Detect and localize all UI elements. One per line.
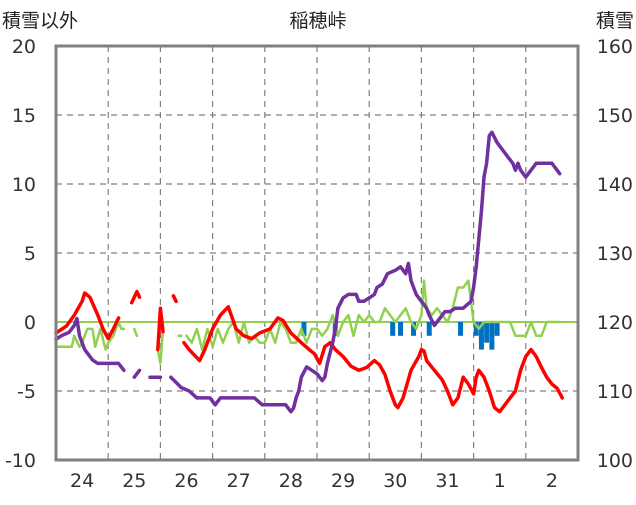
series-line: [54, 316, 126, 373]
series-line: [182, 305, 565, 414]
y-right-tick-label: 160: [597, 36, 633, 58]
series-line: [129, 289, 142, 305]
y-left-tick-label: 0: [24, 312, 36, 334]
y-axis-right-label: 積雪: [596, 10, 634, 32]
series-line: [156, 327, 165, 365]
plot-frame: [54, 44, 580, 462]
y-left-tick-label: 5: [24, 243, 36, 265]
bar: [411, 322, 417, 336]
bar: [426, 322, 432, 336]
series-layer: [54, 130, 565, 414]
text-layer: 稲穂峠 積雪以外 積雪 20151050-5-10160150140130120…: [2, 10, 634, 492]
y-right-tick-label: 100: [597, 450, 633, 472]
chart-title: 稲穂峠: [289, 10, 346, 32]
bar: [473, 322, 479, 336]
y-axis-left-label: 積雪以外: [2, 10, 78, 32]
x-tick-label: 2: [546, 470, 558, 492]
bar: [489, 322, 495, 350]
x-tick-label: 28: [279, 470, 303, 492]
y-right-tick-label: 140: [597, 174, 633, 196]
x-tick-label: 24: [70, 470, 94, 492]
x-tick-label: 31: [435, 470, 459, 492]
x-tick-label: 29: [331, 470, 355, 492]
bar: [390, 322, 396, 336]
y-left-tick-label: 10: [12, 174, 36, 196]
x-tick-label: 26: [174, 470, 198, 492]
y-left-tick-label: 20: [12, 36, 36, 58]
bar: [458, 322, 464, 336]
bar: [484, 322, 490, 343]
y-left-tick-label: -10: [5, 450, 36, 472]
y-right-tick-label: 130: [597, 243, 633, 265]
x-tick-label: 1: [494, 470, 506, 492]
series-line: [156, 306, 165, 352]
series-line: [54, 291, 121, 341]
grid-layer: [56, 46, 578, 460]
series-line: [133, 327, 139, 338]
series-line: [54, 320, 126, 351]
series-line: [169, 130, 562, 414]
bar: [398, 322, 404, 336]
y-left-tick-label: -5: [17, 381, 36, 403]
x-tick-label: 25: [122, 470, 146, 492]
bar: [301, 322, 307, 336]
series-line: [185, 279, 561, 351]
x-tick-label: 27: [227, 470, 251, 492]
y-right-tick-label: 110: [597, 381, 633, 403]
bar: [478, 322, 484, 350]
y-right-tick-label: 120: [597, 312, 633, 334]
bar: [494, 322, 500, 336]
series-line: [132, 368, 142, 379]
y-left-tick-label: 15: [12, 105, 36, 127]
x-tick-label: 30: [383, 470, 407, 492]
y-right-tick-label: 150: [597, 105, 633, 127]
series-line: [171, 294, 178, 304]
